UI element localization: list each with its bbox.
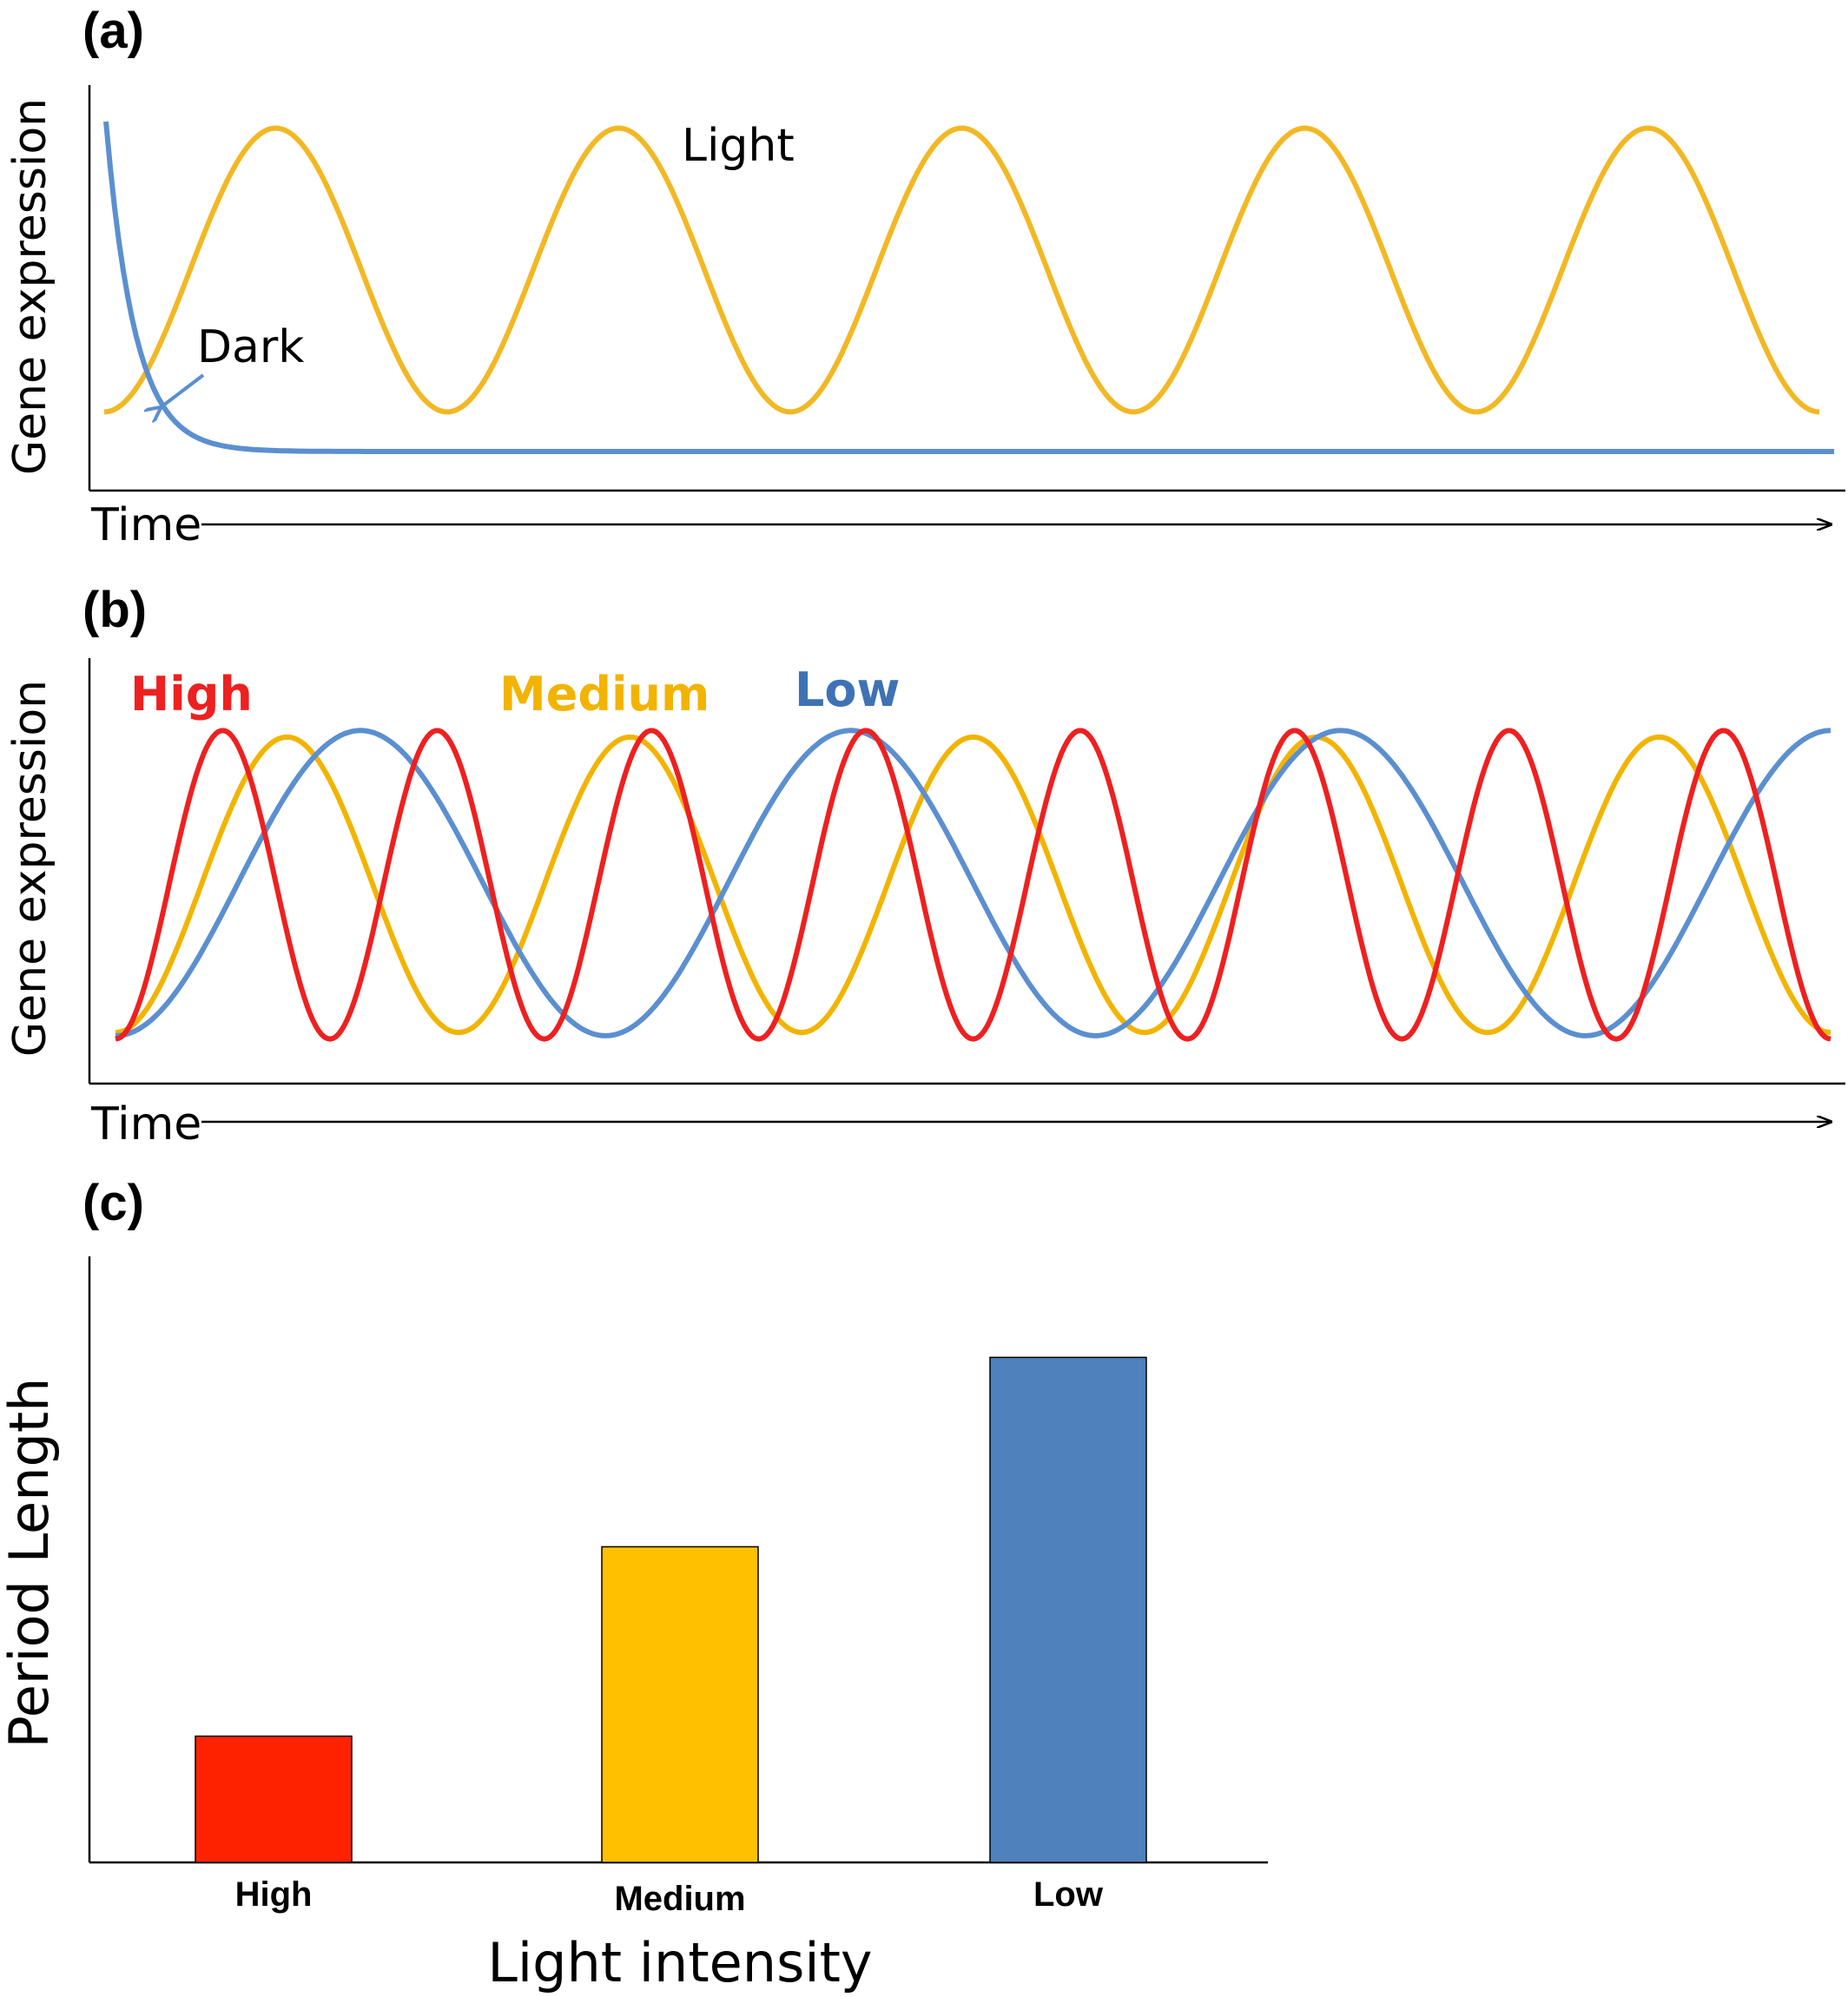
category-label-medium: Medium — [614, 1880, 745, 1918]
category-label-low: Low — [1033, 1875, 1104, 1914]
legend-label-medium: Medium — [499, 667, 710, 722]
panel-c: (c) Period Length Light intensity High Me… — [0, 1175, 1268, 1994]
category-label-high: High — [235, 1875, 313, 1914]
panel-a-y-label: Gene expression — [4, 98, 56, 475]
panel-c-y-label: Period Length — [0, 1378, 61, 1749]
panel-c-letter: (c) — [82, 1175, 144, 1231]
bar-group: High Medium Low — [195, 1356, 1147, 1918]
annotation-light: Light — [682, 120, 795, 172]
panel-b-x-label: Time — [90, 1098, 201, 1150]
panel-a-x-label: Time — [90, 499, 201, 551]
bar-high — [195, 1735, 353, 1863]
panel-b: (b) Gene expression Time High Medium Low — [4, 582, 1845, 1150]
panel-b-y-label: Gene expression — [4, 680, 56, 1057]
bar-low — [989, 1356, 1147, 1863]
annotation-dark-arrow — [160, 373, 205, 408]
annotation-dark: Dark — [197, 321, 304, 373]
panel-b-letter: (b) — [82, 582, 147, 638]
bar-medium — [601, 1546, 759, 1863]
panel-a-letter: (a) — [82, 3, 144, 59]
panel-c-x-label: Light intensity — [487, 1931, 872, 1994]
series-line-light — [103, 125, 1820, 415]
legend-label-low: Low — [795, 662, 900, 717]
legend-label-high: High — [130, 667, 253, 722]
series-line-low — [115, 728, 1832, 1038]
series-line-dark — [103, 121, 1834, 454]
series-line-high — [115, 728, 1832, 1042]
series-line-medium — [115, 734, 1832, 1036]
panel-a: (a) Gene expression Time Light Dark — [4, 3, 1845, 551]
